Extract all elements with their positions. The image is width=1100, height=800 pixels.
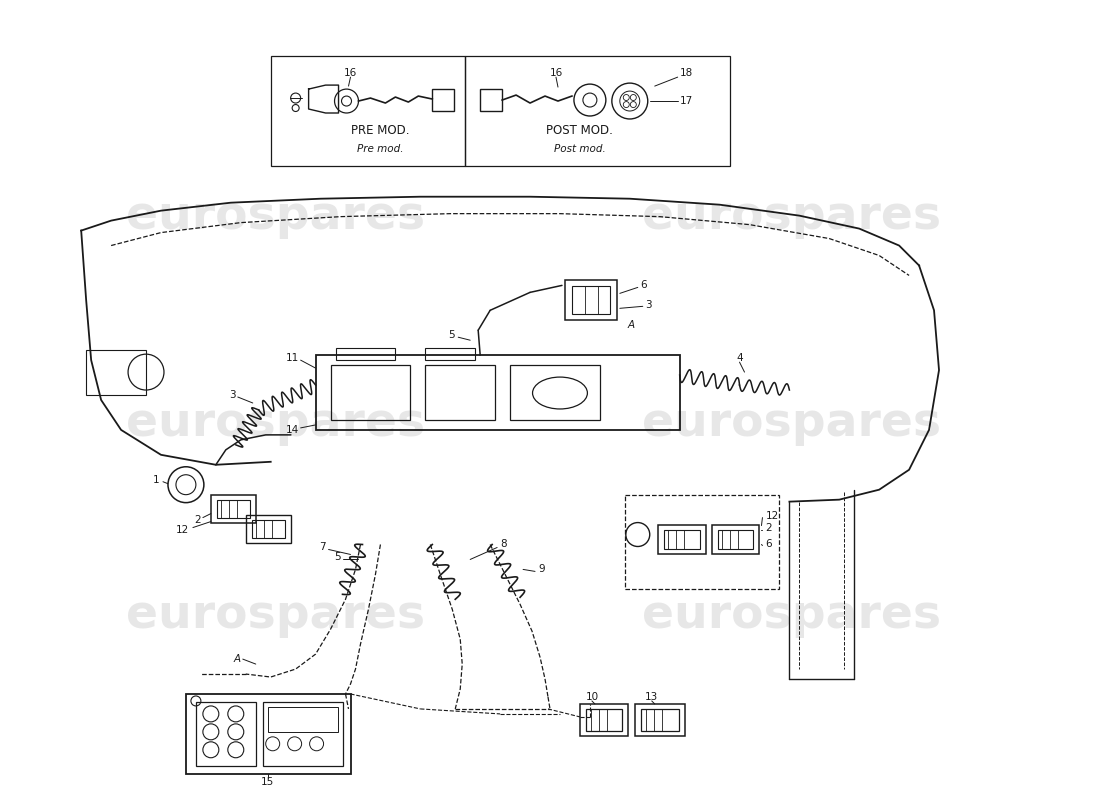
Text: 3: 3 — [645, 300, 651, 310]
Text: Post mod.: Post mod. — [554, 144, 606, 154]
Text: eurospares: eurospares — [641, 402, 940, 446]
Bar — [426, 348, 475, 360]
Bar — [717, 530, 754, 550]
Bar — [316, 355, 680, 430]
Text: 7: 7 — [319, 542, 326, 553]
Bar — [336, 348, 395, 360]
Text: eurospares: eurospares — [641, 593, 940, 638]
Bar — [641, 709, 679, 731]
Text: 12: 12 — [176, 525, 189, 534]
Bar — [635, 704, 684, 736]
Text: 1: 1 — [153, 474, 159, 485]
Text: 3: 3 — [229, 390, 235, 400]
Text: 6: 6 — [640, 280, 647, 290]
Text: 5: 5 — [449, 330, 455, 340]
Text: 8: 8 — [500, 539, 507, 550]
Bar — [625, 494, 780, 590]
Text: 16: 16 — [344, 68, 358, 78]
Text: 12: 12 — [766, 510, 779, 521]
Bar — [252, 519, 285, 538]
Text: 18: 18 — [680, 68, 693, 78]
Text: A: A — [233, 654, 241, 664]
Text: Pre mod.: Pre mod. — [358, 144, 404, 154]
Bar — [481, 89, 502, 111]
Bar — [572, 286, 609, 314]
Bar — [432, 89, 454, 111]
Text: 13: 13 — [645, 692, 659, 702]
Text: eurospares: eurospares — [126, 593, 426, 638]
Bar — [712, 525, 759, 554]
Bar — [510, 365, 600, 420]
Bar — [211, 494, 255, 522]
Text: 10: 10 — [585, 692, 598, 702]
Text: eurospares: eurospares — [126, 194, 426, 239]
Bar — [263, 702, 342, 766]
Bar — [186, 694, 351, 774]
Bar — [196, 702, 255, 766]
Text: 14: 14 — [285, 425, 298, 435]
Bar — [465, 56, 729, 166]
Bar — [663, 530, 700, 550]
Bar — [245, 514, 290, 542]
Bar — [580, 704, 628, 736]
Bar — [86, 350, 146, 395]
Text: 15: 15 — [261, 777, 274, 786]
Text: 11: 11 — [285, 353, 298, 363]
Text: 6: 6 — [766, 539, 772, 550]
Text: eurospares: eurospares — [641, 194, 940, 239]
Text: 9: 9 — [538, 565, 544, 574]
Text: eurospares: eurospares — [126, 402, 426, 446]
Bar — [658, 525, 705, 554]
Text: PRE MOD.: PRE MOD. — [351, 125, 409, 138]
Bar — [267, 707, 338, 732]
Text: 17: 17 — [680, 96, 693, 106]
Bar — [586, 709, 622, 731]
Text: 16: 16 — [549, 68, 562, 78]
Text: 5: 5 — [334, 553, 341, 562]
Bar — [217, 500, 250, 518]
Text: 2: 2 — [195, 514, 201, 525]
Bar — [271, 56, 465, 166]
Bar — [565, 281, 617, 320]
Text: 2: 2 — [766, 522, 772, 533]
Text: 4: 4 — [736, 353, 743, 363]
Text: A: A — [628, 320, 635, 330]
Text: POST MOD.: POST MOD. — [547, 125, 614, 138]
Bar — [426, 365, 495, 420]
Bar — [331, 365, 410, 420]
